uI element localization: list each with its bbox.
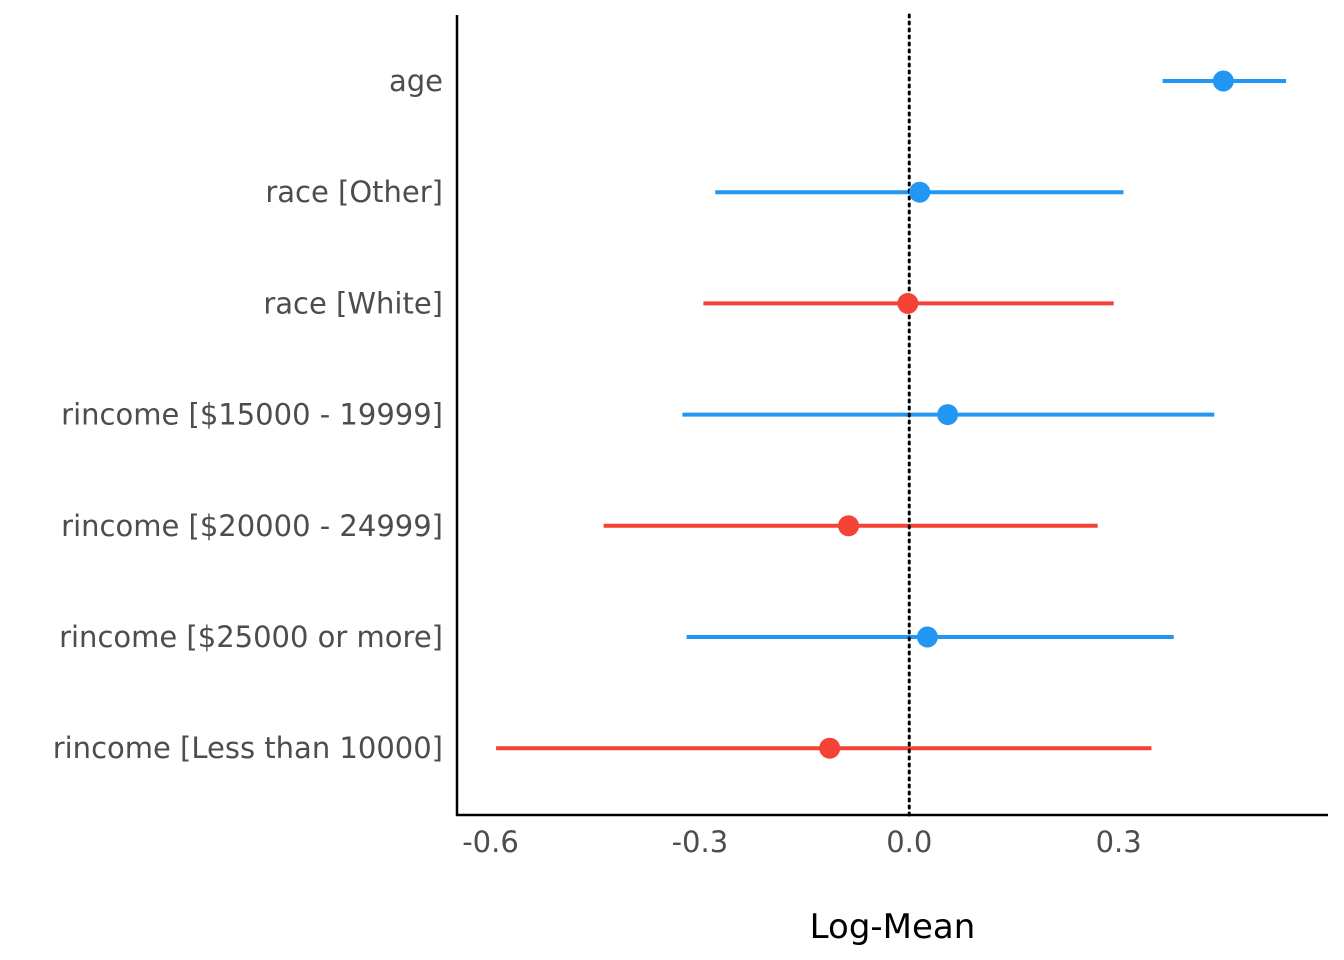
- x-tick-label: -0.6: [462, 825, 519, 859]
- estimate-point: [819, 737, 841, 759]
- points: [819, 70, 1234, 759]
- x-axis-title: Log-Mean: [810, 907, 976, 947]
- row-label: rincome [Less than 10000]: [53, 731, 443, 765]
- estimate-point: [916, 626, 938, 648]
- estimate-point: [897, 292, 919, 314]
- estimate-point: [909, 181, 931, 203]
- estimate-point: [1212, 70, 1234, 92]
- estimate-point: [937, 404, 959, 426]
- estimate-point: [838, 515, 860, 537]
- intervals: [496, 79, 1287, 751]
- row-label: age: [389, 64, 443, 98]
- row-label: rincome [$25000 or more]: [59, 620, 443, 654]
- row-labels: age race [Other] race [White] rincome [$150…: [53, 64, 443, 765]
- x-tick-label: 0.3: [1096, 825, 1142, 859]
- x-tick-label: -0.3: [672, 825, 729, 859]
- row-label: rincome [$15000 - 19999]: [61, 398, 443, 432]
- row-label: rincome [$20000 - 24999]: [61, 509, 443, 543]
- x-tick-label: 0.0: [886, 825, 932, 859]
- row-label: race [White]: [263, 286, 443, 320]
- x-tick-labels: -0.6 -0.3 0.0 0.3: [462, 825, 1141, 859]
- row-label: race [Other]: [265, 175, 443, 209]
